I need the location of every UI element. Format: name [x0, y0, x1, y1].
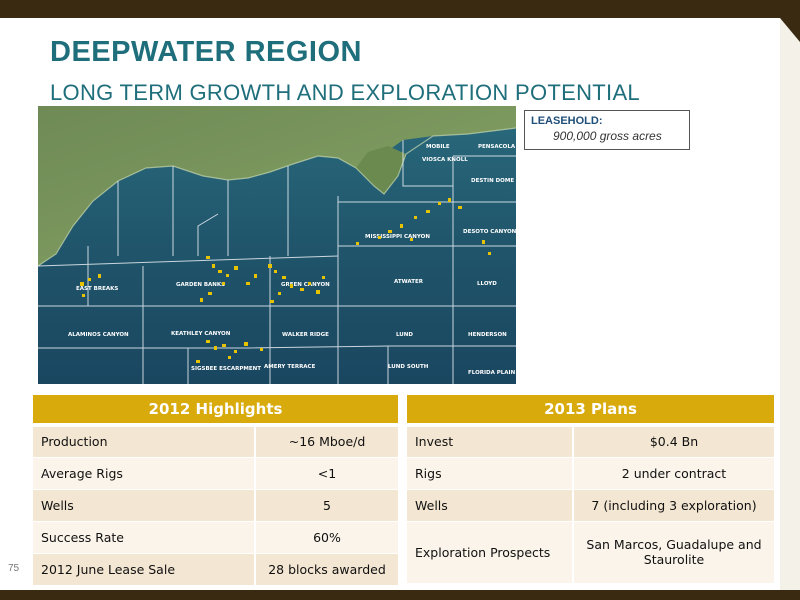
slide-title: DEEPWATER REGION	[50, 36, 362, 68]
map-label-east-breaks: EAST BREAKS	[76, 286, 118, 292]
map-label-walker-ridge: WALKER RIDGE	[282, 332, 329, 338]
row-value: San Marcos, Guadalupe and Staurolite	[572, 520, 774, 583]
row-label: Wells	[407, 488, 573, 521]
map-label-lund-south: LUND SOUTH	[388, 364, 429, 370]
map-label-garden-banks: GARDEN BANKS	[176, 282, 225, 288]
plans-2013-header: 2013 Plans	[407, 395, 774, 427]
highlights-2012-header: 2012 Highlights	[33, 395, 398, 427]
table-row: Average Rigs <1	[33, 456, 398, 489]
row-label: Success Rate	[33, 520, 255, 553]
page-number: 75	[8, 563, 20, 574]
table-row: Rigs 2 under contract	[407, 456, 774, 489]
row-value: 28 blocks awarded	[254, 552, 398, 585]
map-label-keathley-canyon: KEATHLEY CANYON	[171, 331, 231, 337]
right-frame-bar	[780, 18, 800, 590]
row-label: Average Rigs	[33, 456, 255, 489]
leasehold-box: LEASEHOLD: 900,000 gross acres	[524, 110, 690, 150]
row-value: $0.4 Bn	[572, 424, 774, 457]
top-frame-bar	[0, 0, 800, 18]
table-row: Exploration Prospects San Marcos, Guadal…	[407, 520, 774, 583]
row-value: <1	[254, 456, 398, 489]
map-label-desoto-canyon: DESOTO CANYON	[463, 229, 516, 235]
map-label-pensacola: PENSACOLA	[478, 144, 516, 150]
map-label-henderson: HENDERSON	[468, 332, 507, 338]
row-label: Production	[33, 424, 255, 457]
table-row: Invest $0.4 Bn	[407, 424, 774, 457]
map-label-alaminos-canyon: ALAMINOS CANYON	[68, 332, 129, 338]
map-label-viosca-knoll: VIOSCA KNOLL	[422, 157, 468, 163]
bottom-frame-bar	[0, 590, 800, 600]
map-label-amery-terrace: AMERY TERRACE	[264, 364, 316, 370]
map-label-destin-dome: DESTIN DOME	[471, 178, 514, 184]
row-label: Exploration Prospects	[407, 520, 573, 583]
row-value: 7 (including 3 exploration)	[572, 488, 774, 521]
table-row: 2012 June Lease Sale 28 blocks awarded	[33, 552, 398, 585]
row-value: 60%	[254, 520, 398, 553]
map-label-mississippi-canyon: MISSISSIPPI CANYON	[365, 234, 430, 240]
table-row: Wells 7 (including 3 exploration)	[407, 488, 774, 521]
page-fold-corner	[780, 18, 800, 42]
map-label-green-canyon: GREEN CANYON	[281, 282, 330, 288]
table-row: Production ~16 Mboe/d	[33, 424, 398, 457]
row-label: Rigs	[407, 456, 573, 489]
map-label-mobile: MOBILE	[426, 144, 450, 150]
map-label-sigsbee-escarpment: SIGSBEE ESCARPMENT	[191, 366, 261, 372]
table-row: Wells 5	[33, 488, 398, 521]
row-label: Invest	[407, 424, 573, 457]
highlights-2012-table: 2012 Highlights Production ~16 Mboe/d Av…	[33, 395, 398, 585]
map-label-florida-plain: FLORIDA PLAIN	[468, 370, 516, 376]
plans-2013-table: 2013 Plans Invest $0.4 Bn Rigs 2 under c…	[407, 395, 774, 583]
leasehold-value: 900,000 gross acres	[553, 129, 662, 143]
gulf-of-mexico-map: MOBILE PENSACOLA VIOSCA KNOLL DESTIN DOM…	[38, 106, 516, 384]
row-value: 5	[254, 488, 398, 521]
row-value: 2 under contract	[572, 456, 774, 489]
map-label-lloyd: LLOYD	[477, 281, 497, 287]
map-label-atwater: ATWATER	[394, 279, 424, 285]
map-label-lund: LUND	[396, 332, 413, 338]
row-value: ~16 Mboe/d	[254, 424, 398, 457]
slide-subtitle: LONG TERM GROWTH AND EXPLORATION POTENTI…	[50, 80, 640, 105]
row-label: Wells	[33, 488, 255, 521]
lease-blocks	[80, 198, 491, 363]
leasehold-label: LEASEHOLD:	[531, 115, 603, 127]
row-label: 2012 June Lease Sale	[33, 552, 255, 585]
table-row: Success Rate 60%	[33, 520, 398, 553]
